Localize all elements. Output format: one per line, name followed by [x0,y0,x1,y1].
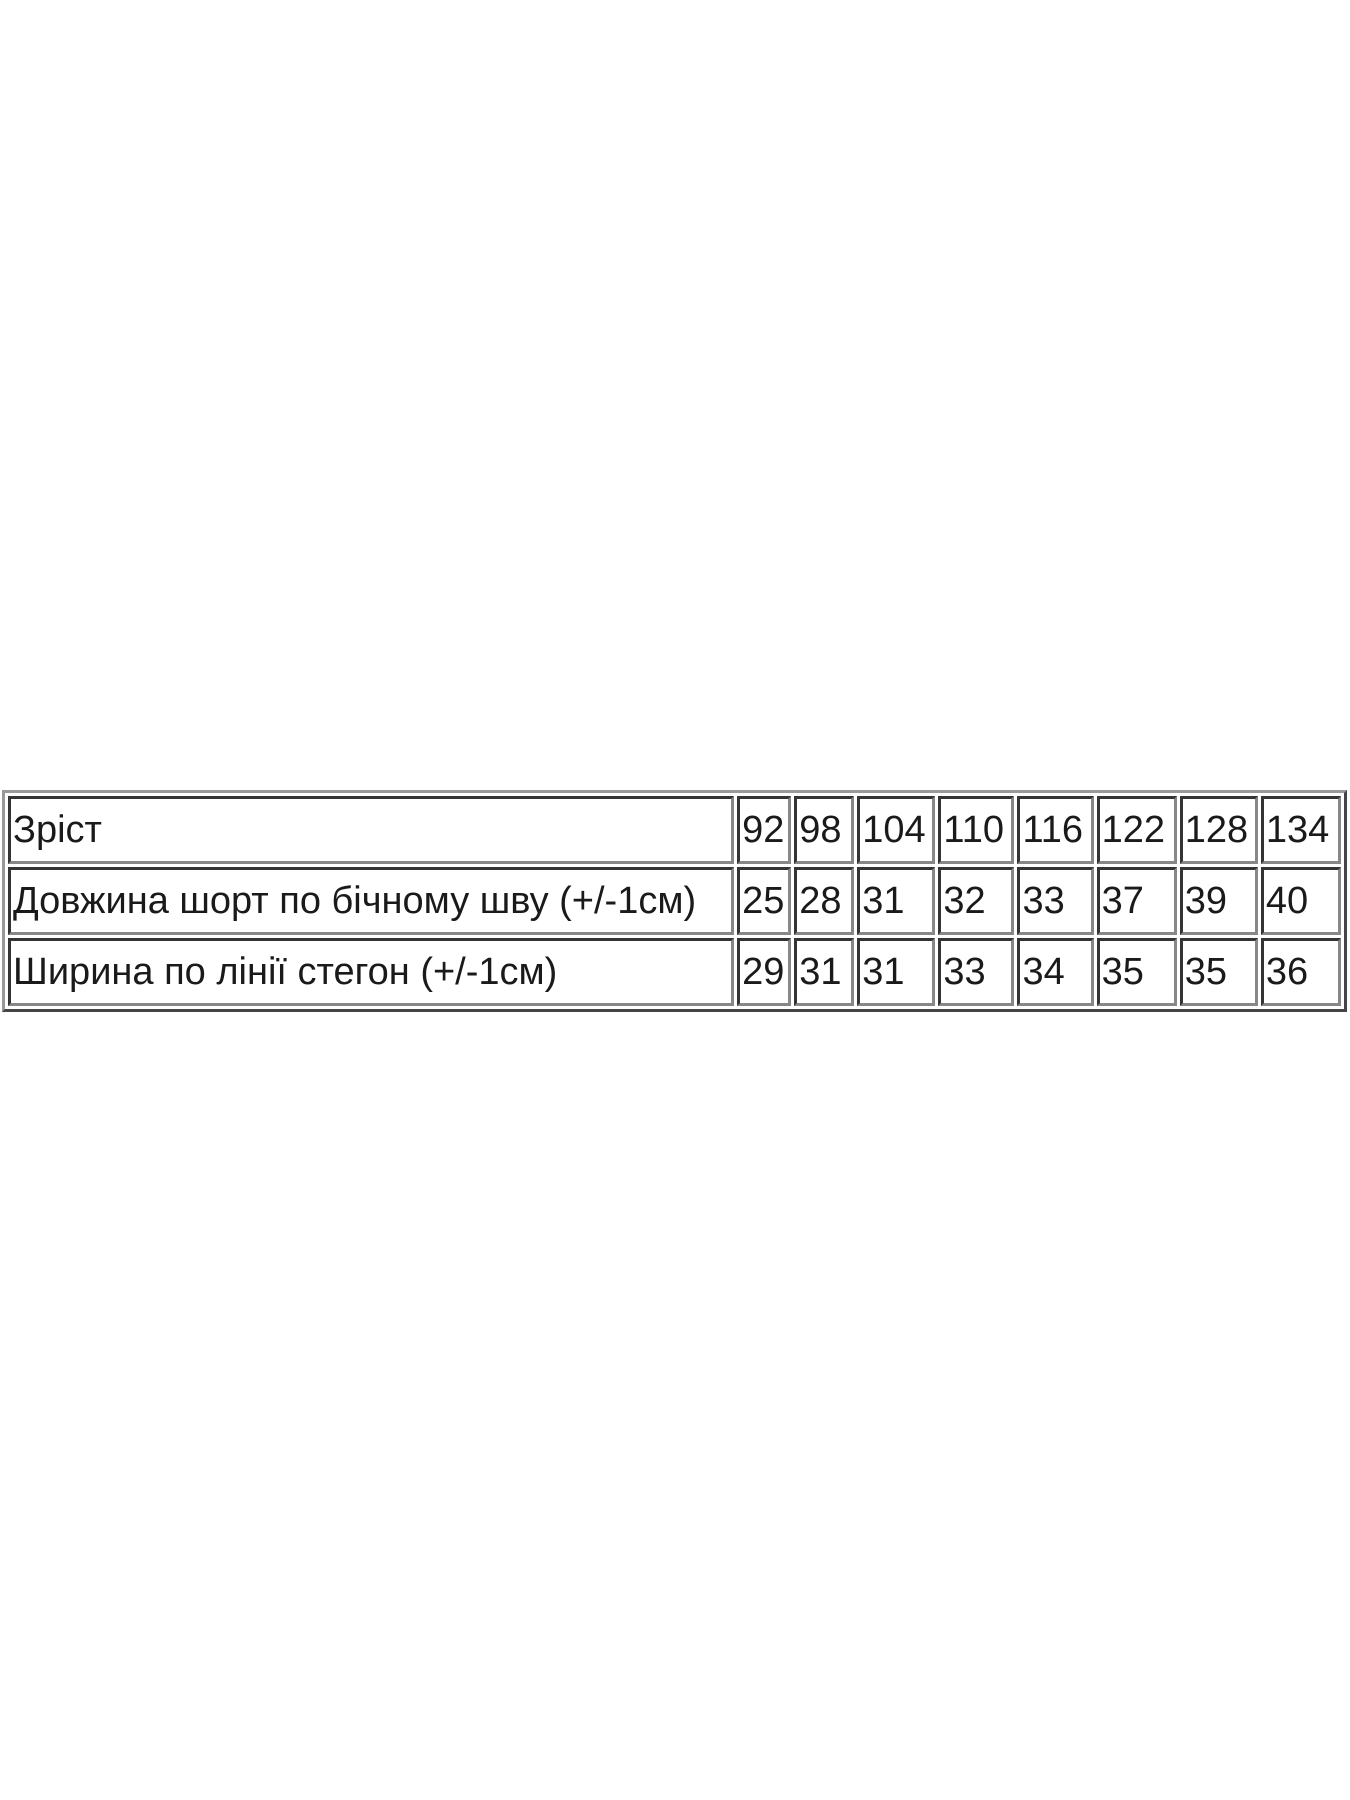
height-cell: 122 [1096,796,1177,864]
value-cell: 40 [1260,867,1341,935]
height-row: Зріст 92 98 104 110 116 122 128 134 [8,796,1341,864]
row-label: Довжина шорт по бічному шву (+/-1см) [8,867,735,935]
value-cell: 35 [1179,938,1258,1006]
size-chart-table: Зріст 92 98 104 110 116 122 128 134 Довж… [2,790,1347,1012]
value-cell: 33 [938,938,1015,1006]
height-cell: 92 [737,796,792,864]
value-cell: 31 [857,867,936,935]
value-cell: 31 [857,938,936,1006]
value-cell: 28 [794,867,855,935]
value-cell: 29 [737,938,792,1006]
value-cell: 36 [1260,938,1341,1006]
height-cell: 134 [1260,796,1341,864]
height-cell: 128 [1179,796,1258,864]
value-cell: 37 [1096,867,1177,935]
value-cell: 31 [794,938,855,1006]
height-cell: 104 [857,796,936,864]
row-label: Ширина по лінії стегон (+/-1см) [8,938,735,1006]
value-cell: 34 [1017,938,1094,1006]
row-label: Зріст [8,796,735,864]
value-cell: 35 [1096,938,1177,1006]
height-cell: 98 [794,796,855,864]
value-cell: 25 [737,867,792,935]
value-cell: 33 [1017,867,1094,935]
value-cell: 32 [938,867,1015,935]
height-cell: 110 [938,796,1015,864]
height-cell: 116 [1017,796,1094,864]
length-row: Довжина шорт по бічному шву (+/-1см) 25 … [8,867,1341,935]
hip-width-row: Ширина по лінії стегон (+/-1см) 29 31 31… [8,938,1341,1006]
value-cell: 39 [1179,867,1258,935]
